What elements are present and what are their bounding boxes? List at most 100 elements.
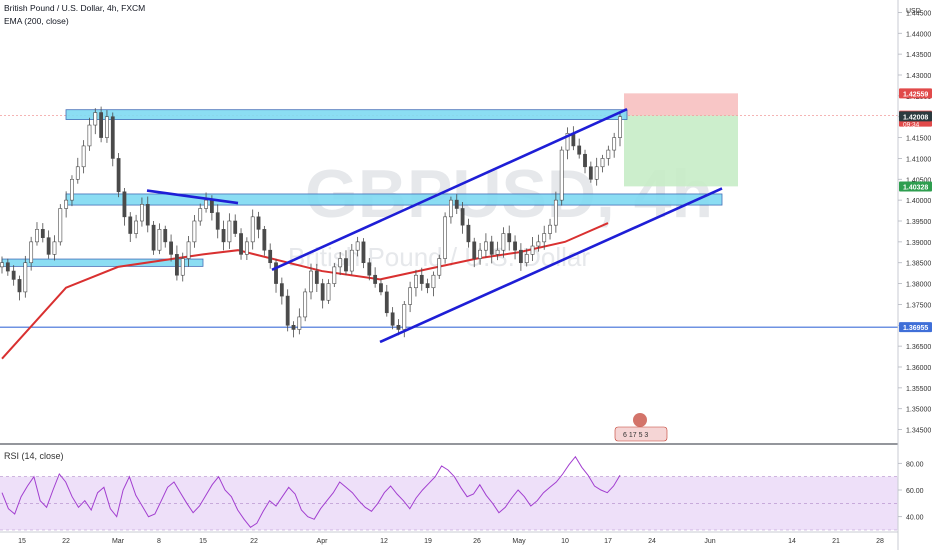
- time-tick-label: Apr: [317, 538, 329, 545]
- candle-body: [180, 258, 185, 276]
- candle-body: [577, 145, 582, 155]
- candle-body: [122, 191, 127, 218]
- candle-body: [507, 233, 512, 243]
- candle-body: [70, 178, 74, 201]
- candle-body: [390, 312, 395, 326]
- candle-body: [309, 270, 313, 293]
- candle-body: [256, 216, 261, 230]
- price-label-badge: [899, 111, 932, 122]
- candle-body: [408, 287, 413, 305]
- candle-body: [204, 199, 208, 209]
- candle-body: [134, 220, 138, 234]
- time-tick-label: Jun: [704, 538, 715, 545]
- candle-body: [5, 262, 10, 272]
- candle-body: [198, 208, 203, 222]
- candle-body: [338, 258, 343, 268]
- price-tick-label: 1.35000: [906, 407, 931, 414]
- price-tick-label: 1.41500: [906, 136, 931, 143]
- candle-body: [326, 283, 331, 301]
- candle-body: [215, 212, 220, 230]
- candle-body: [443, 216, 447, 259]
- rsi-band: [0, 476, 898, 530]
- time-tick-label: May: [512, 538, 526, 545]
- price-label-badge: [899, 322, 932, 333]
- price-axis[interactable]: USD 1.445001.440001.435001.430001.425001…: [897, 0, 932, 550]
- candle-body: [52, 241, 57, 255]
- candle-body: [320, 283, 325, 301]
- time-tick-label: 15: [18, 538, 26, 545]
- candle-body: [209, 199, 214, 213]
- price-tick-label: 1.39000: [906, 240, 931, 247]
- price-label-text: 1.42008: [903, 114, 928, 121]
- candle-body: [332, 266, 337, 284]
- candle-body: [291, 324, 296, 330]
- candle-body: [151, 224, 156, 251]
- candle-body: [93, 112, 98, 126]
- price-label-badge: [899, 88, 932, 99]
- candle-body: [314, 270, 319, 284]
- time-tick-label: 19: [424, 538, 432, 545]
- price-tick-label: 1.36000: [906, 365, 931, 372]
- candle-body: [233, 220, 238, 234]
- price-tick-label: 1.39500: [906, 219, 931, 226]
- candle-body: [186, 241, 191, 259]
- rsi-tick-label: 60.00: [906, 488, 924, 495]
- trendline: [271, 108, 628, 271]
- candle-body: [64, 199, 69, 209]
- candle-body: [169, 241, 173, 255]
- candle-body: [384, 291, 389, 314]
- candle-body: [221, 229, 226, 243]
- candle-body: [379, 283, 383, 293]
- candle-body: [495, 249, 500, 255]
- candle-body: [367, 262, 372, 276]
- candle-body: [501, 233, 506, 251]
- time-tick-label: 28: [876, 538, 884, 545]
- candle-body: [17, 279, 22, 293]
- candle-body: [297, 316, 302, 330]
- time-tick-label: 15: [199, 538, 207, 545]
- candle-body: [99, 112, 104, 138]
- candle-body: [40, 229, 45, 238]
- time-tick-label: 8: [157, 538, 161, 545]
- time-tick-label: 21: [832, 538, 840, 545]
- candle-body: [419, 274, 424, 284]
- trendline: [146, 189, 239, 205]
- candle-body: [227, 220, 232, 243]
- candle-body: [425, 283, 430, 289]
- price-tick-label: 1.40500: [906, 177, 931, 184]
- candle-body: [0, 262, 4, 268]
- candle-body: [145, 204, 150, 226]
- candle-body: [23, 262, 28, 293]
- header-legend: British Pound / U.S. Dollar, 4h, FXCM EM…: [4, 3, 145, 26]
- price-tick-label: 1.38500: [906, 261, 931, 268]
- price-tick-label: 1.41000: [906, 156, 931, 163]
- time-tick-label: 14: [788, 538, 796, 545]
- candle-body: [81, 145, 86, 168]
- price-label-text: 1.42559: [903, 91, 928, 98]
- take-profit-zone: [624, 115, 738, 187]
- candle-body: [472, 241, 477, 259]
- candle-body: [484, 241, 488, 251]
- candle-body: [87, 124, 92, 147]
- time-tick-label: 26: [473, 538, 481, 545]
- price-tick-label: 1.37500: [906, 302, 931, 309]
- candle-body: [116, 158, 121, 193]
- candle-body: [105, 116, 109, 138]
- trendlines-layer[interactable]: [146, 108, 723, 344]
- price-tick-label: 1.36500: [906, 344, 931, 351]
- time-axis[interactable]: 15 22 Mar 8 15 22 Apr 12 19 26 May 10 17 24 Jun 14 21 28: [0, 531, 898, 545]
- price-label-text: 1.36955: [903, 325, 928, 332]
- zone-rectangle: [65, 109, 628, 120]
- candle-body: [437, 258, 442, 276]
- time-tick-label: 22: [62, 538, 70, 545]
- candle-body: [303, 291, 308, 318]
- candle-body: [536, 241, 541, 247]
- rsi-tick-label: 80.00: [906, 461, 924, 468]
- candle-body: [414, 274, 418, 289]
- price-tick-label: 1.34500: [906, 428, 931, 435]
- candle-body: [279, 283, 284, 297]
- price-tick-label: 1.44000: [906, 31, 931, 38]
- candle-body: [396, 324, 401, 330]
